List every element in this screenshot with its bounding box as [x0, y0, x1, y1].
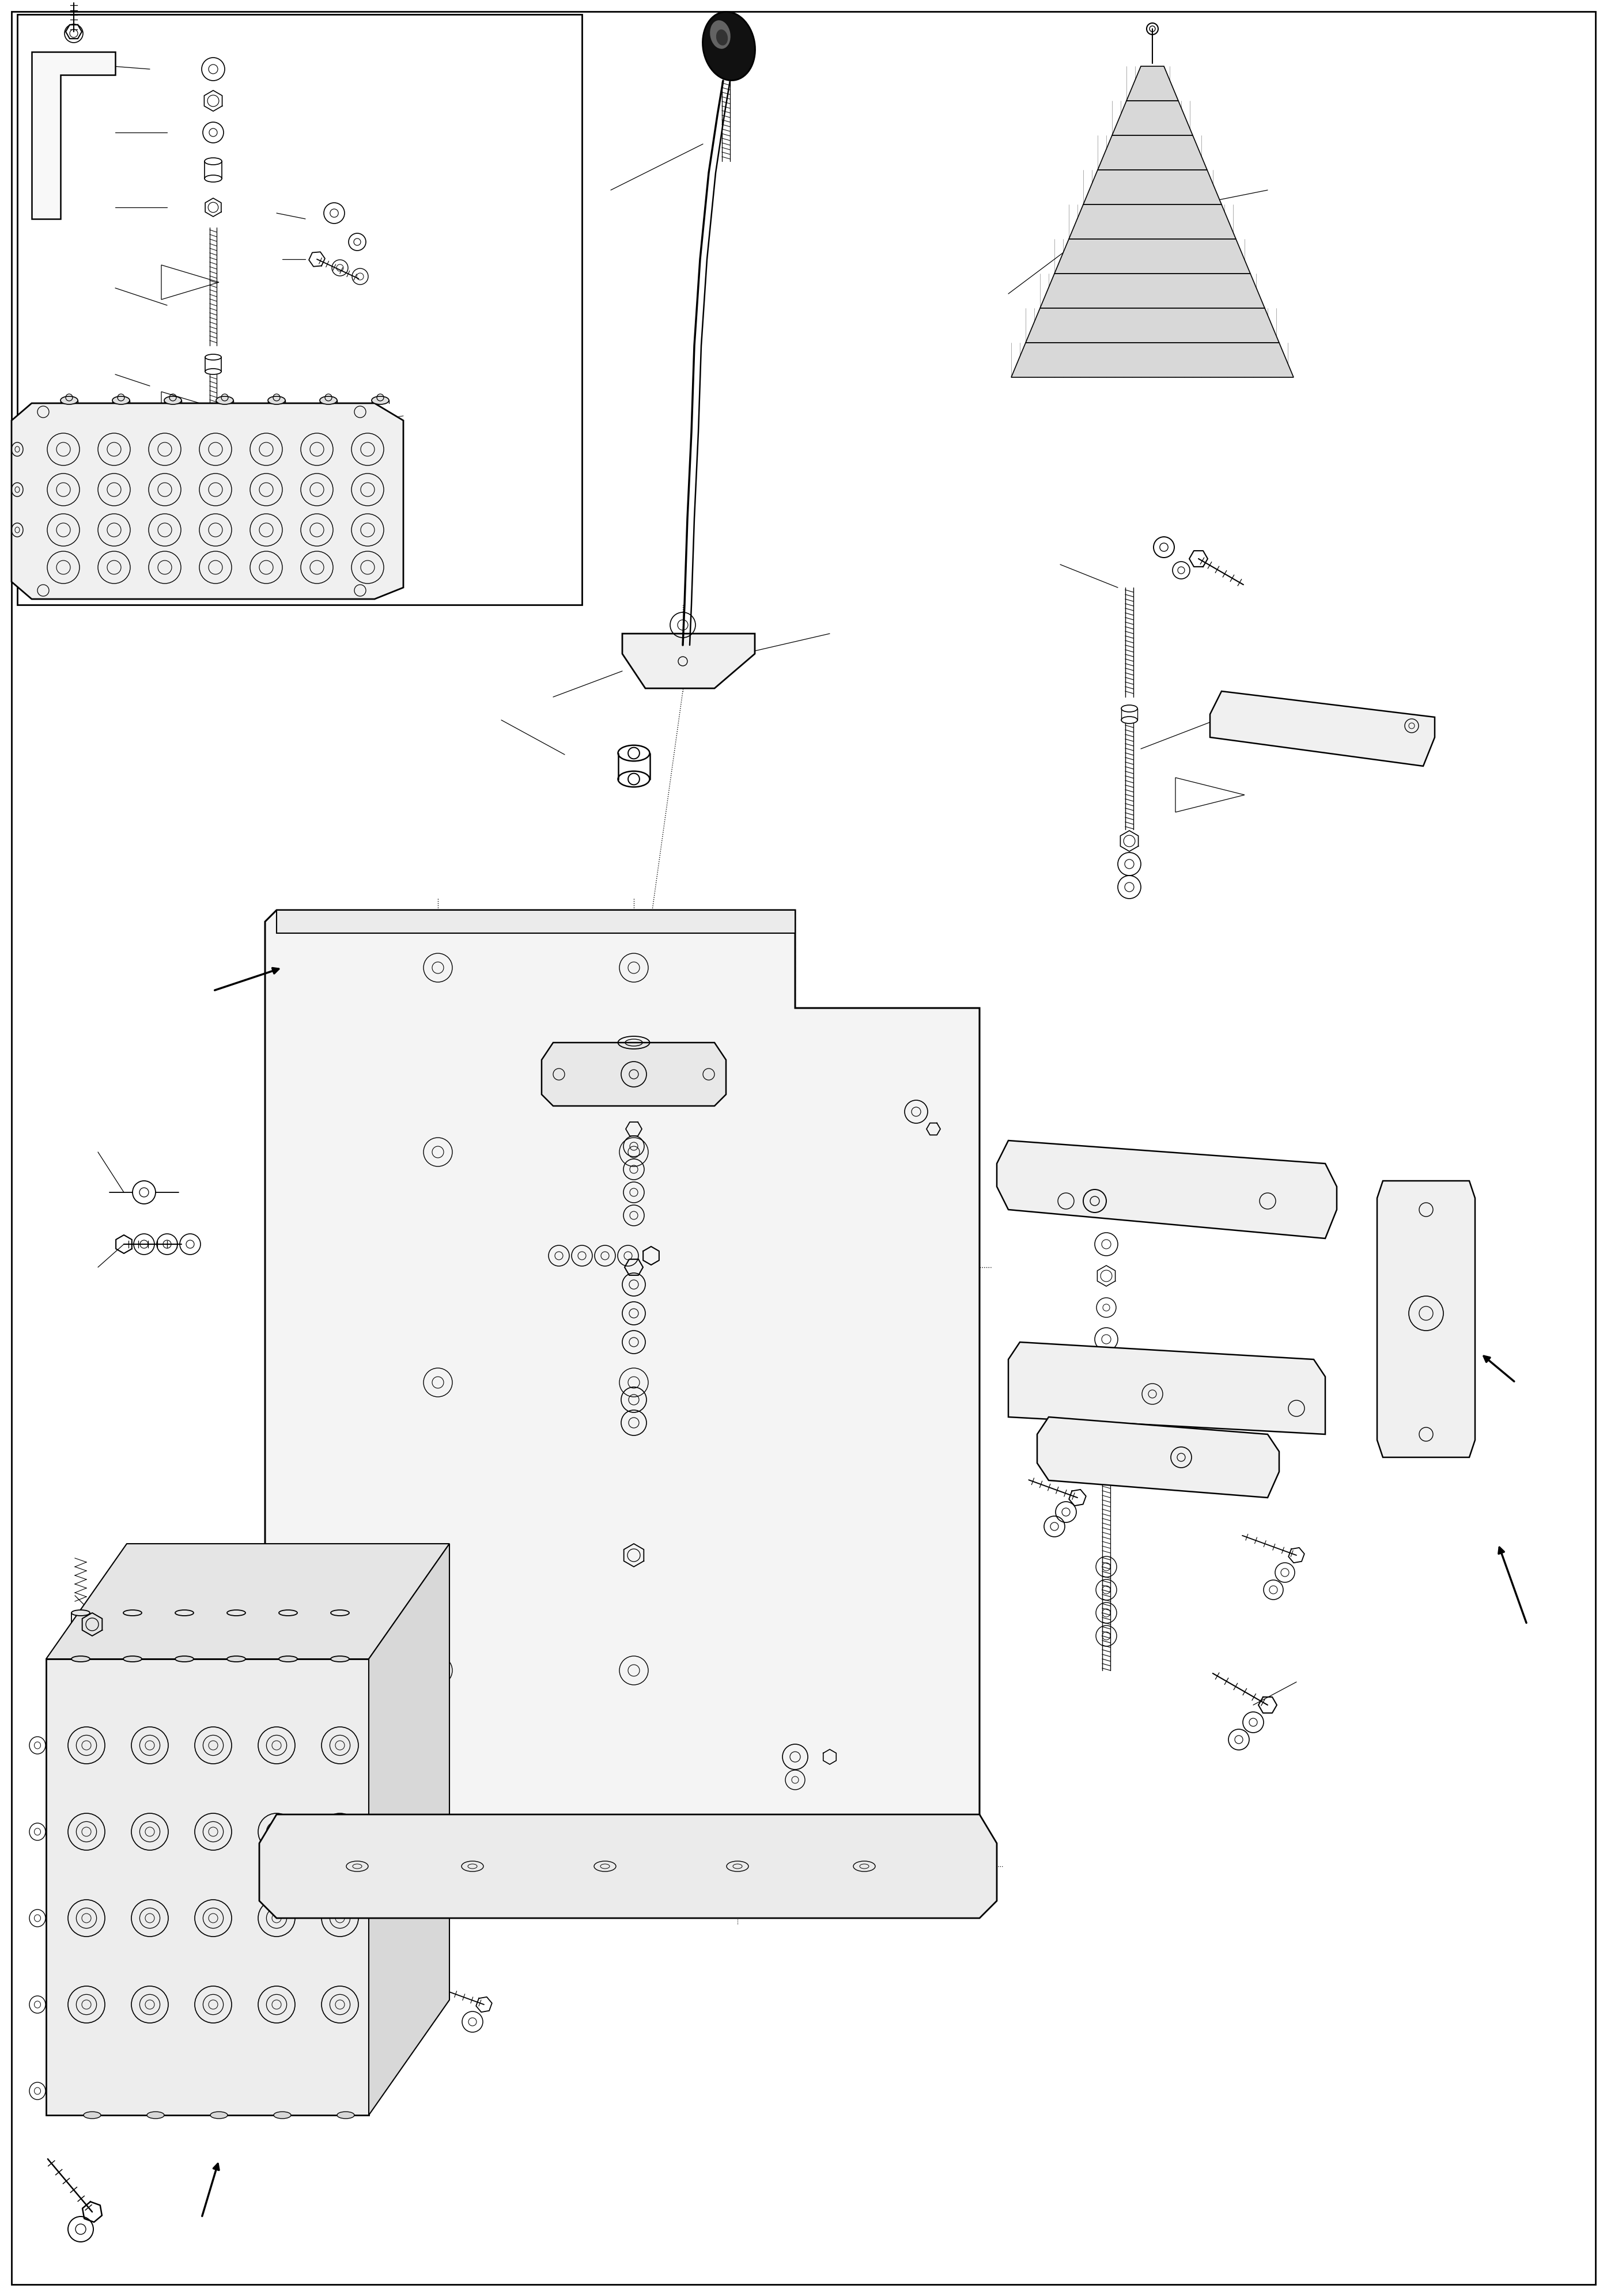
Ellipse shape [371, 397, 389, 404]
Polygon shape [1069, 204, 1236, 239]
Ellipse shape [84, 2112, 101, 2119]
Ellipse shape [175, 1655, 193, 1662]
Ellipse shape [268, 397, 284, 404]
Polygon shape [542, 1042, 726, 1107]
Polygon shape [1054, 239, 1250, 273]
Bar [276, 909, 795, 932]
Ellipse shape [702, 11, 755, 80]
Ellipse shape [227, 1609, 246, 1616]
Ellipse shape [331, 1655, 349, 1662]
Polygon shape [1025, 308, 1279, 342]
Ellipse shape [710, 21, 731, 48]
Ellipse shape [61, 397, 77, 404]
Ellipse shape [175, 1609, 193, 1616]
Bar [18, 14, 582, 604]
Bar [47, 1660, 368, 2115]
Polygon shape [996, 1141, 1337, 1238]
Polygon shape [47, 1543, 450, 1660]
Ellipse shape [215, 397, 233, 404]
Ellipse shape [112, 397, 130, 404]
Polygon shape [1037, 1417, 1279, 1497]
Ellipse shape [146, 2112, 164, 2119]
Ellipse shape [211, 2112, 228, 2119]
Ellipse shape [280, 1655, 297, 1662]
Ellipse shape [124, 1655, 141, 1662]
Ellipse shape [717, 30, 728, 46]
Ellipse shape [124, 1609, 141, 1616]
Polygon shape [259, 1814, 996, 1917]
Polygon shape [1008, 1343, 1326, 1435]
Polygon shape [1210, 691, 1435, 767]
Ellipse shape [320, 397, 337, 404]
Polygon shape [32, 53, 116, 218]
Ellipse shape [71, 1655, 90, 1662]
Ellipse shape [71, 1609, 90, 1616]
Polygon shape [1083, 170, 1221, 204]
Polygon shape [1011, 342, 1294, 377]
Polygon shape [1127, 67, 1178, 101]
Ellipse shape [273, 2112, 291, 2119]
Polygon shape [1040, 273, 1265, 308]
Polygon shape [622, 634, 755, 689]
Polygon shape [1112, 101, 1192, 135]
Polygon shape [265, 909, 980, 1867]
Polygon shape [368, 1543, 450, 2115]
Ellipse shape [164, 397, 182, 404]
Polygon shape [1098, 135, 1207, 170]
Ellipse shape [331, 1609, 349, 1616]
Polygon shape [1377, 1180, 1475, 1458]
Ellipse shape [227, 1655, 246, 1662]
Ellipse shape [337, 2112, 355, 2119]
Ellipse shape [280, 1609, 297, 1616]
Polygon shape [11, 404, 403, 599]
